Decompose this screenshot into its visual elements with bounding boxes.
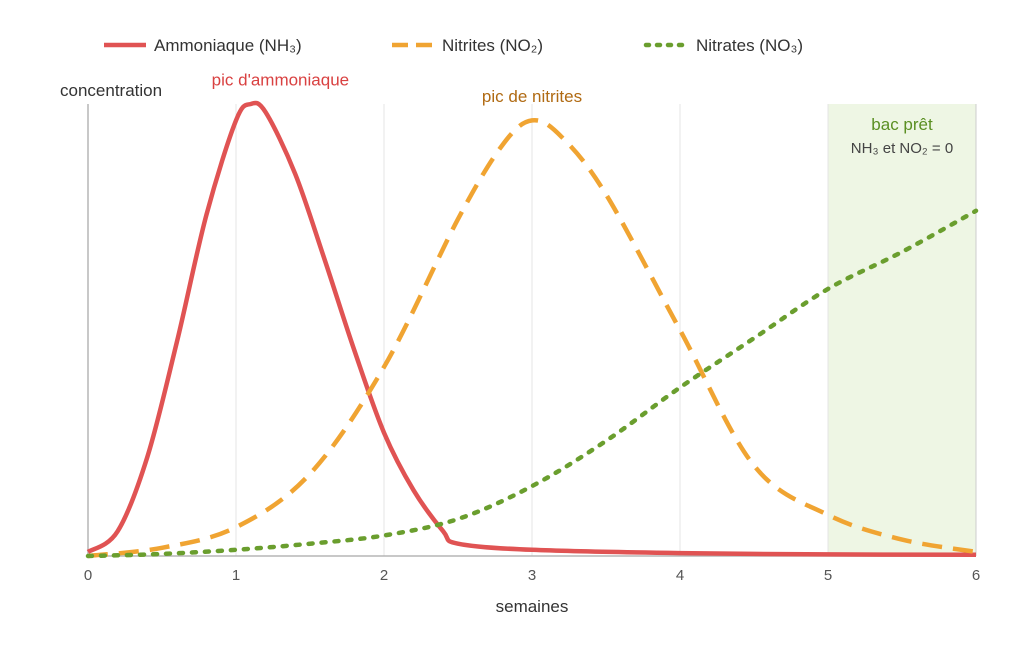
legend: Ammoniaque (NH₃) Nitrites (NO₂) Nitrates (… [104,36,803,55]
ready-region-layer: bac prêt NH₃ et NO₂ = 0 [828,104,976,556]
series-line-nitrites [87,117,977,559]
x-tick-label-5: 5 [824,567,832,584]
x-tick-label-4: 4 [676,567,684,584]
x-tick-label-6: 6 [972,567,980,584]
annotation-layer: pic d'ammoniaque pic de nitrites [212,70,582,105]
legend-item-ammoniaque: Ammoniaque (NH₃) [104,36,302,55]
series-line-ammoniaque [86,100,977,558]
y-axis-title: concentration [60,81,162,100]
legend-label: Nitrates (NO₃) [696,36,803,55]
legend-item-nitrites: Nitrites (NO₂) [392,36,543,55]
ready-region-subtitle: NH₃ et NO₂ = 0 [851,140,953,157]
ready-region [828,104,976,556]
x-tick-label-0: 0 [84,567,92,584]
annotation-pic-d-ammoniaque: pic d'ammoniaque [212,70,349,89]
grid-layer [235,104,977,556]
ready-region-title: bac prêt [871,115,933,134]
legend-item-nitrates: Nitrates (NO₃) [643,36,803,55]
series-layer [85,100,979,559]
x-tick-label-2: 2 [380,567,388,584]
x-axis-title: semaines [496,597,569,616]
annotation-pic-de-nitrites: pic de nitrites [482,87,582,106]
series-line-nitrates [85,208,979,559]
x-tick-label-1: 1 [232,567,240,584]
legend-label: Ammoniaque (NH₃) [154,36,302,55]
x-tick-label-3: 3 [528,567,536,584]
legend-label: Nitrites (NO₂) [442,36,543,55]
